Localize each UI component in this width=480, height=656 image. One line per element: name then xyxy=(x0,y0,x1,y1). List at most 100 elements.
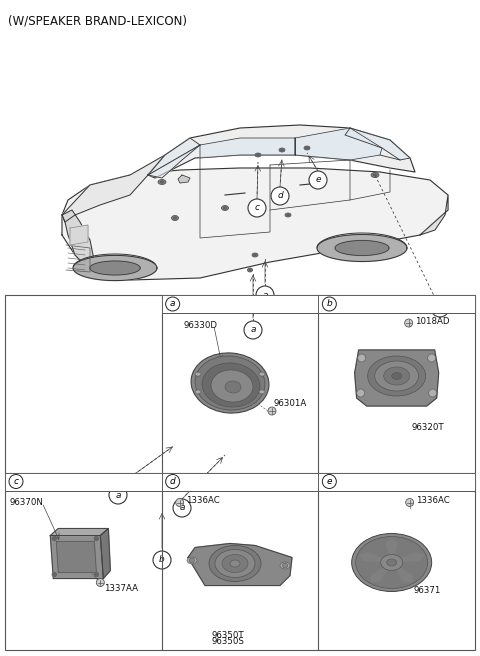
Polygon shape xyxy=(62,210,95,270)
Ellipse shape xyxy=(387,559,396,566)
Ellipse shape xyxy=(259,372,265,376)
Ellipse shape xyxy=(352,533,432,592)
Text: 96350T: 96350T xyxy=(212,630,244,640)
Polygon shape xyxy=(392,562,412,582)
Polygon shape xyxy=(100,529,110,579)
Circle shape xyxy=(153,551,171,569)
Circle shape xyxy=(52,537,56,541)
Text: 1018AD: 1018AD xyxy=(415,316,449,325)
Text: 1336AC: 1336AC xyxy=(416,496,449,505)
Text: a: a xyxy=(170,300,175,308)
Ellipse shape xyxy=(248,268,252,272)
Circle shape xyxy=(95,573,98,577)
Circle shape xyxy=(271,187,289,205)
Text: d: d xyxy=(170,477,176,486)
Text: a: a xyxy=(250,325,256,335)
Polygon shape xyxy=(70,225,88,245)
Text: e: e xyxy=(326,477,332,486)
Text: d: d xyxy=(277,192,283,201)
Ellipse shape xyxy=(375,361,419,391)
Bar xyxy=(318,472,475,491)
Circle shape xyxy=(358,354,366,362)
Ellipse shape xyxy=(171,216,179,220)
Ellipse shape xyxy=(287,214,289,216)
Circle shape xyxy=(173,499,191,517)
Polygon shape xyxy=(188,544,292,586)
Ellipse shape xyxy=(195,390,201,394)
Polygon shape xyxy=(317,234,407,262)
Ellipse shape xyxy=(253,254,256,256)
Circle shape xyxy=(166,297,180,311)
Circle shape xyxy=(95,537,98,541)
Polygon shape xyxy=(50,529,108,535)
Polygon shape xyxy=(56,541,96,573)
Ellipse shape xyxy=(160,181,164,183)
Text: b: b xyxy=(159,556,165,565)
Ellipse shape xyxy=(230,560,240,567)
Polygon shape xyxy=(50,535,103,579)
Polygon shape xyxy=(90,261,140,275)
Ellipse shape xyxy=(209,546,261,581)
Text: 96330D: 96330D xyxy=(184,321,217,329)
Ellipse shape xyxy=(223,207,227,209)
Text: 96301A: 96301A xyxy=(274,398,307,407)
Circle shape xyxy=(256,286,274,304)
Circle shape xyxy=(323,297,336,311)
Bar xyxy=(5,295,475,650)
Ellipse shape xyxy=(384,367,409,385)
Ellipse shape xyxy=(255,153,261,157)
Ellipse shape xyxy=(225,381,241,393)
Circle shape xyxy=(309,171,327,189)
Circle shape xyxy=(406,499,414,506)
Ellipse shape xyxy=(173,216,177,219)
Polygon shape xyxy=(178,175,190,183)
Text: 96350S: 96350S xyxy=(212,638,244,647)
Ellipse shape xyxy=(221,205,228,211)
Polygon shape xyxy=(355,350,439,406)
Circle shape xyxy=(357,389,365,397)
Polygon shape xyxy=(386,539,397,562)
Circle shape xyxy=(96,579,104,586)
Ellipse shape xyxy=(222,554,248,573)
Polygon shape xyxy=(335,241,389,255)
Ellipse shape xyxy=(304,146,310,150)
Ellipse shape xyxy=(158,180,166,184)
Polygon shape xyxy=(345,128,410,160)
Ellipse shape xyxy=(285,213,291,217)
Circle shape xyxy=(283,563,288,568)
Circle shape xyxy=(244,321,262,339)
Circle shape xyxy=(405,319,413,327)
Polygon shape xyxy=(73,255,157,281)
Polygon shape xyxy=(420,195,448,235)
Polygon shape xyxy=(392,552,424,562)
Ellipse shape xyxy=(252,253,258,257)
Text: 1336AC: 1336AC xyxy=(186,496,219,505)
Polygon shape xyxy=(360,552,392,562)
Circle shape xyxy=(176,499,184,506)
Bar xyxy=(162,295,318,313)
Polygon shape xyxy=(62,155,165,222)
Circle shape xyxy=(248,199,266,217)
Circle shape xyxy=(9,474,23,489)
Ellipse shape xyxy=(280,562,290,569)
Bar xyxy=(318,295,475,313)
Ellipse shape xyxy=(202,363,260,407)
Text: a: a xyxy=(179,504,185,512)
Text: a: a xyxy=(262,291,268,300)
Text: a: a xyxy=(115,491,121,499)
Ellipse shape xyxy=(256,154,260,156)
Ellipse shape xyxy=(371,173,379,178)
Ellipse shape xyxy=(215,550,255,577)
Circle shape xyxy=(52,573,56,577)
Circle shape xyxy=(428,354,436,362)
Ellipse shape xyxy=(195,356,265,410)
Ellipse shape xyxy=(356,537,428,588)
Polygon shape xyxy=(295,128,382,160)
Ellipse shape xyxy=(368,356,426,396)
Ellipse shape xyxy=(187,557,197,564)
Ellipse shape xyxy=(392,373,402,380)
Circle shape xyxy=(109,486,127,504)
Circle shape xyxy=(431,299,449,317)
Ellipse shape xyxy=(259,390,265,394)
Text: c: c xyxy=(13,477,19,486)
